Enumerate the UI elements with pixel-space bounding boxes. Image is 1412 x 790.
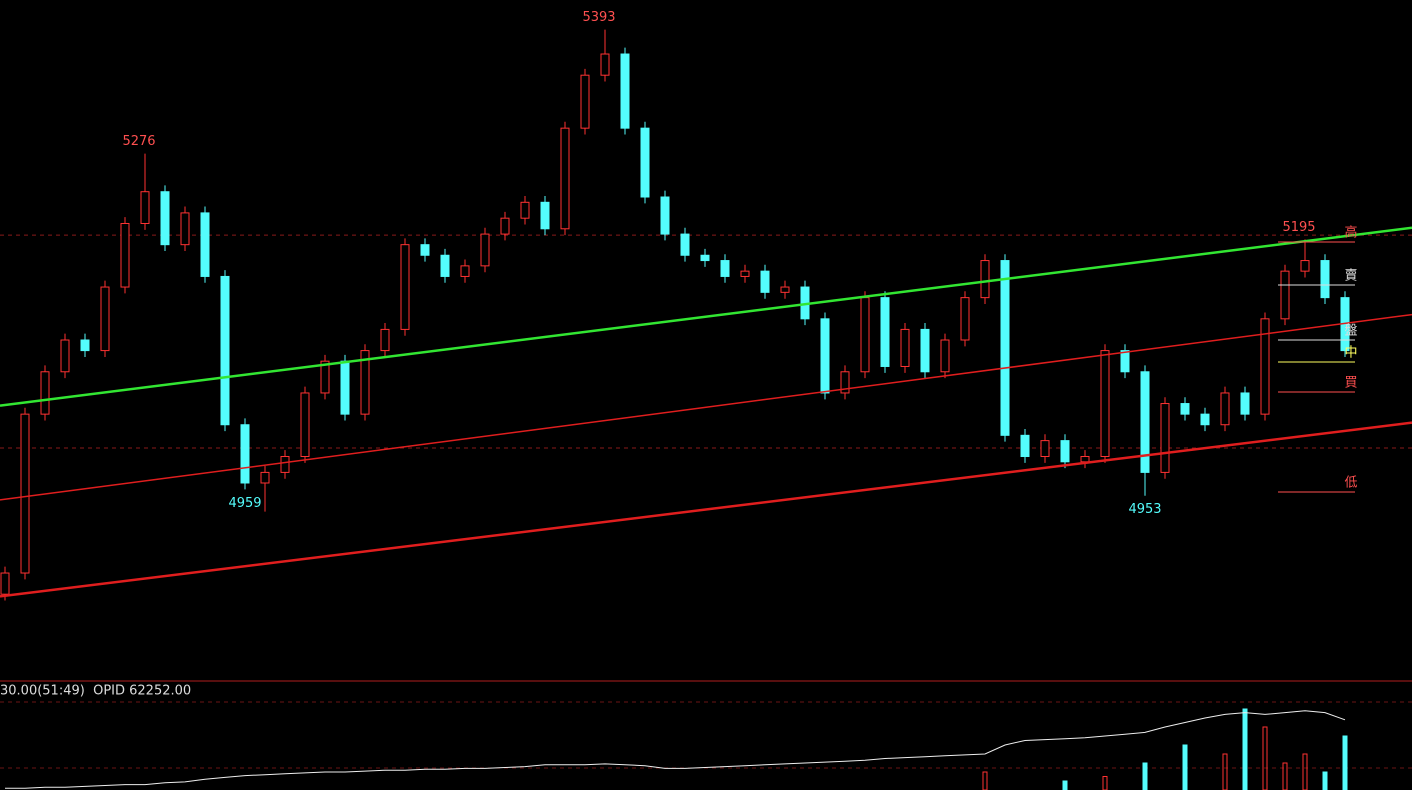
candle-body (600, 53, 610, 76)
candle-body (240, 424, 250, 484)
candle-body (120, 222, 130, 288)
candle-body (700, 254, 710, 262)
candle-body (760, 270, 770, 293)
candle-body (1100, 350, 1110, 458)
candle-body (1020, 434, 1030, 458)
volume-bar (1302, 753, 1308, 790)
candle-body (620, 53, 630, 129)
candle-body (40, 371, 50, 415)
opid-line (5, 710, 1346, 789)
candle-body (80, 339, 90, 352)
volume-bar (1322, 771, 1328, 790)
volume-bar (1062, 780, 1068, 790)
volume-bar (1342, 735, 1348, 790)
volume-bar (1282, 762, 1288, 790)
side-label: 高 (1344, 225, 1357, 241)
candle-body (900, 328, 910, 367)
volume-bar (1102, 776, 1108, 790)
low-label: 4959 (228, 496, 261, 511)
candle-body (300, 392, 310, 458)
candle-body (400, 244, 410, 330)
candle-body (640, 127, 650, 198)
candle-body (660, 196, 670, 235)
candle-body (160, 191, 170, 246)
candle-body (920, 328, 930, 373)
candle-body (420, 244, 430, 256)
candle-body (1000, 260, 1010, 436)
candle-body (740, 270, 750, 277)
candle-body (20, 413, 30, 574)
candle-body (480, 233, 490, 267)
side-label: 中 (1344, 346, 1357, 361)
candle-body (320, 360, 330, 394)
candle-body (60, 339, 70, 373)
candle-body (840, 371, 850, 394)
candle-body (0, 572, 10, 595)
candle-body (1220, 392, 1230, 426)
candle-body (880, 297, 890, 367)
high-label: 5393 (582, 10, 615, 25)
candle-body (540, 201, 550, 230)
candle-body (220, 275, 230, 426)
volume-bar (1262, 726, 1268, 790)
candle-body (460, 265, 470, 277)
side-label: 低 (1344, 476, 1357, 491)
candle-body (380, 328, 390, 352)
candle-body (1320, 260, 1330, 299)
candle-body (820, 318, 830, 394)
volume-bar (1142, 762, 1148, 790)
candle-body (200, 212, 210, 277)
candle-body (1120, 350, 1130, 373)
trendline (0, 226, 1412, 407)
candle-body (180, 212, 190, 246)
volume-bar (982, 771, 988, 790)
candle-body (1160, 403, 1170, 473)
candle-body (720, 260, 730, 277)
candle-body (340, 360, 350, 415)
candle-body (860, 297, 870, 373)
candle-body (100, 286, 110, 352)
candle-body (680, 233, 690, 256)
side-label: 賣 (1344, 269, 1357, 284)
candle-body (780, 286, 790, 293)
candle-body (940, 339, 950, 373)
candle-body (140, 191, 150, 224)
candle-body (1180, 403, 1190, 415)
candle-body (1060, 440, 1070, 463)
side-label: 盤 (1344, 324, 1357, 339)
candle-body (560, 127, 570, 230)
low-label: 4953 (1128, 502, 1161, 517)
candle-body (440, 254, 450, 277)
high-label: 5195 (1282, 220, 1315, 235)
candle-body (360, 350, 370, 415)
candle-body (980, 260, 990, 299)
trendline (0, 421, 1412, 598)
side-label: 買 (1344, 376, 1357, 391)
candle-body (520, 201, 530, 219)
volume-bar (1242, 708, 1248, 790)
candle-body (1260, 318, 1270, 415)
candle-body (1240, 392, 1250, 415)
candle-body (1280, 270, 1290, 320)
candle-body (1080, 456, 1090, 463)
candle-body (1040, 440, 1050, 458)
candle-body (260, 471, 270, 484)
high-label: 5276 (122, 134, 155, 149)
candle-body (1140, 371, 1150, 473)
candle-body (500, 217, 510, 235)
volume-bar (1222, 753, 1228, 790)
candle-body (960, 297, 970, 341)
trendline (0, 313, 1412, 501)
candle-body (280, 456, 290, 473)
candle-body (580, 74, 590, 129)
candle-body (1200, 413, 1210, 426)
status-text: 30.00(51:49) OPID 62252.00 (0, 684, 191, 699)
candle-body (1300, 260, 1310, 272)
volume-bar (1182, 744, 1188, 790)
